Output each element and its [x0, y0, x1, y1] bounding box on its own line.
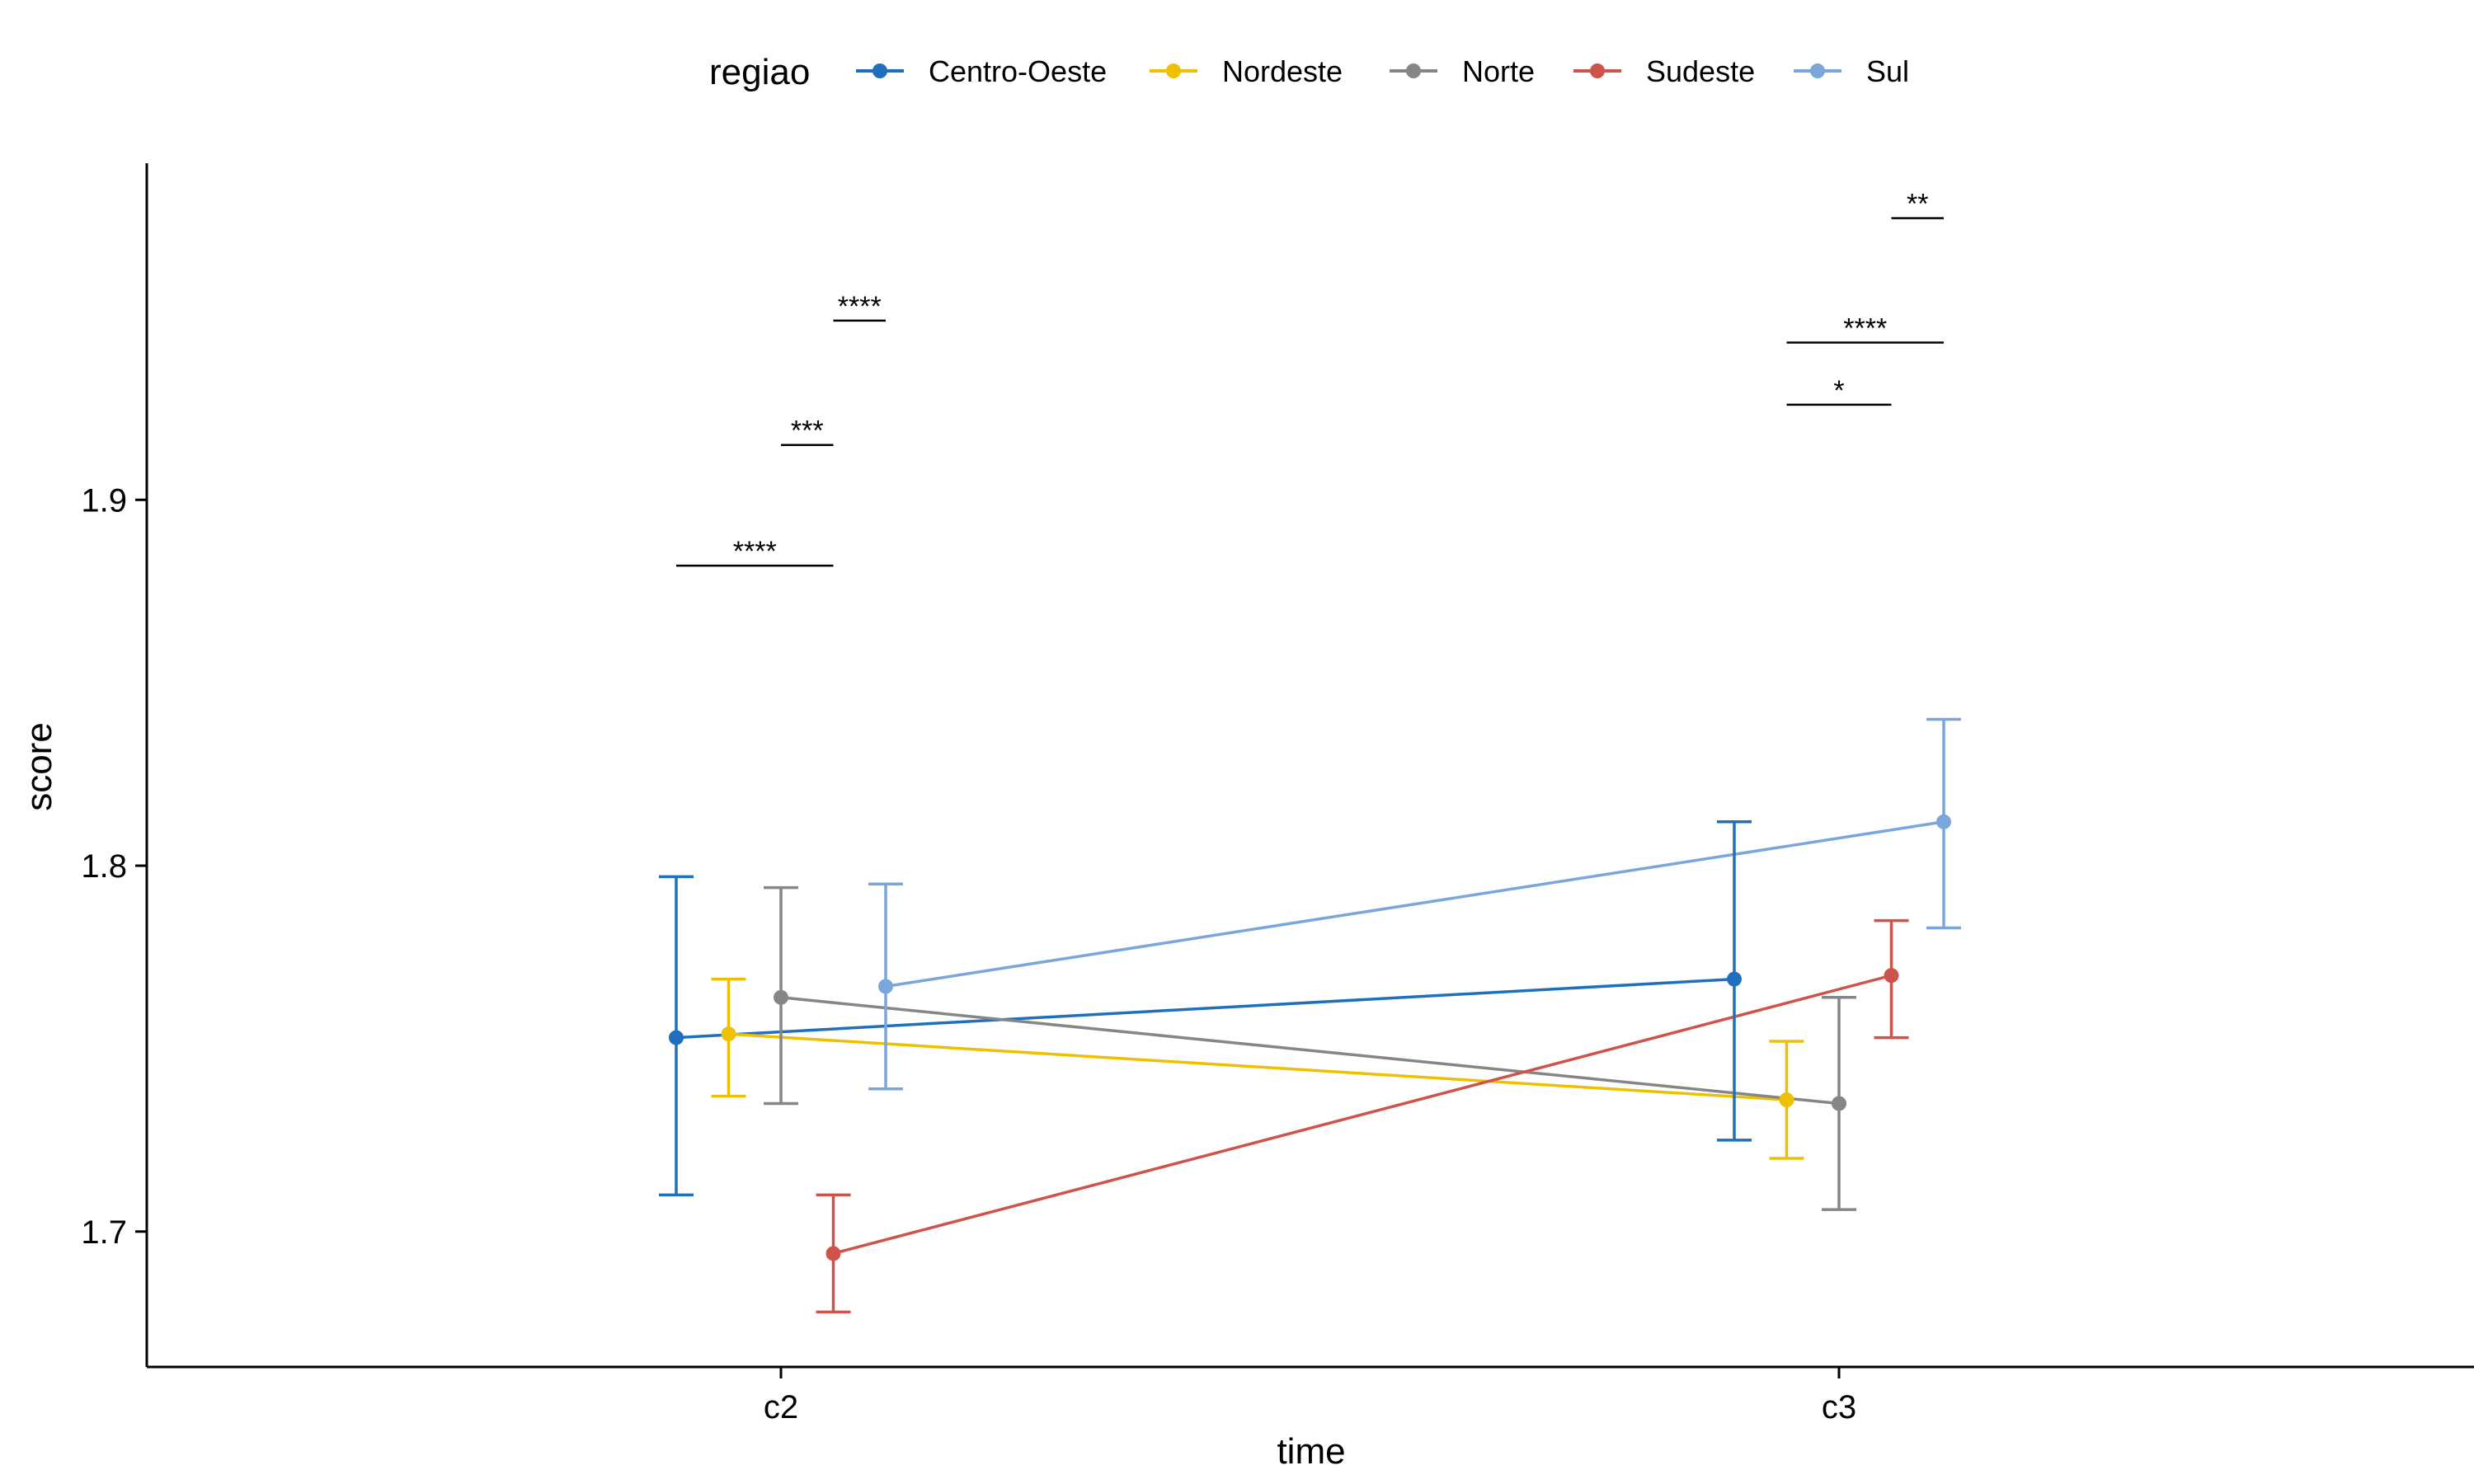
- series-line-nordeste: [728, 1032, 1787, 1101]
- significance-label: ****: [1843, 312, 1887, 344]
- legend-label: Centro-Oeste: [929, 54, 1107, 88]
- data-point-nordeste-c3: [1779, 1092, 1794, 1108]
- series-line-centro-oeste: [675, 977, 1735, 1040]
- data-point-nordeste-c2: [721, 1026, 736, 1042]
- legend-item-nordeste: Nordeste: [1150, 54, 1343, 88]
- legend-title: regiao: [709, 52, 810, 92]
- data-point-centro-oeste-c3: [1727, 971, 1742, 987]
- data-point-norte-c3: [1832, 1096, 1846, 1111]
- legend-label: Nordeste: [1222, 54, 1343, 88]
- y-tick-label: 1.8: [81, 848, 127, 885]
- data-point-sul-c2: [878, 979, 893, 994]
- legend-label: Norte: [1462, 54, 1535, 88]
- legend-label: Sul: [1866, 54, 1909, 88]
- legend-item-sul: Sul: [1794, 54, 1909, 88]
- data-point-norte-c2: [774, 989, 788, 1005]
- plot-area: ******************: [659, 189, 1961, 1314]
- x-tick-label: c3: [1822, 1389, 1856, 1425]
- y-tick-label: 1.7: [81, 1214, 127, 1251]
- data-point-sul-c3: [1936, 814, 1951, 829]
- x-axis-title: time: [1277, 1431, 1345, 1472]
- legend-key-point: [1406, 63, 1421, 78]
- significance-label: ****: [838, 291, 882, 322]
- series-line-sudeste: [833, 974, 1892, 1256]
- legend-key-point: [872, 63, 887, 78]
- legend-label: Sudeste: [1646, 54, 1755, 88]
- legend-key-point: [1590, 63, 1605, 78]
- y-tick-label: 1.9: [81, 482, 127, 519]
- x-tick-label: c2: [764, 1389, 798, 1425]
- legend-key-point: [1166, 63, 1181, 78]
- legend-item-centro-oeste: Centro-Oeste: [856, 54, 1107, 88]
- significance-label: ****: [733, 536, 777, 567]
- data-point-sudeste-c3: [1884, 968, 1899, 984]
- data-point-sudeste-c2: [825, 1246, 841, 1261]
- significance-label: ***: [791, 416, 824, 447]
- data-point-centro-oeste-c2: [669, 1030, 684, 1045]
- legend: regiao Centro-Oeste Nordeste Norte Sudeste S…: [709, 52, 1909, 92]
- series-line-norte: [780, 996, 1840, 1106]
- series-line-sul: [885, 820, 1945, 989]
- significance-label: **: [1907, 189, 1928, 220]
- legend-key-point: [1810, 63, 1825, 78]
- y-axis-title: score: [19, 722, 59, 811]
- legend-item-norte: Norte: [1390, 54, 1535, 88]
- legend-item-sudeste: Sudeste: [1573, 54, 1755, 88]
- significance-label: *: [1833, 375, 1844, 406]
